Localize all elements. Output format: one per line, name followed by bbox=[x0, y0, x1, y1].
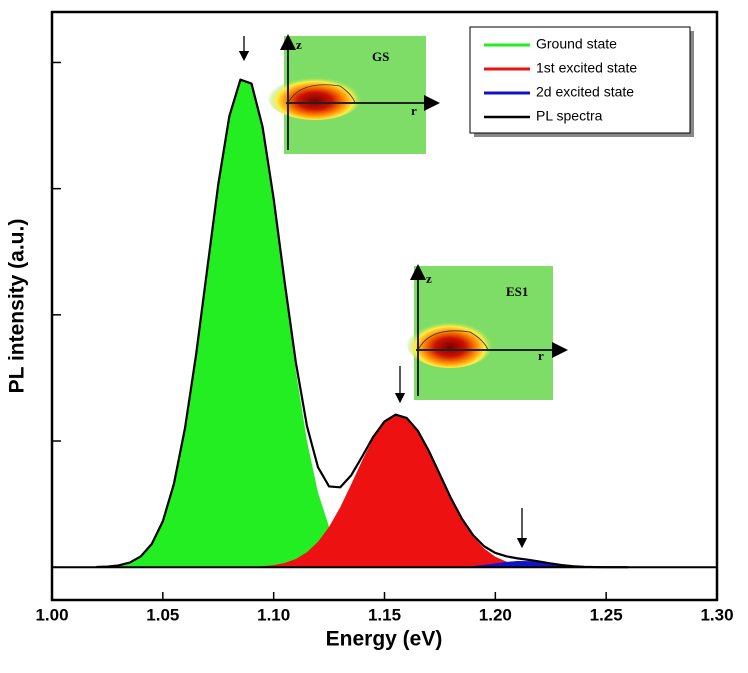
inset-gs: z r GS bbox=[267, 34, 440, 154]
area bbox=[96, 79, 629, 568]
plot-area bbox=[51, 61, 718, 600]
inset-z-label: z bbox=[296, 37, 302, 52]
inset-label: GS bbox=[372, 49, 389, 64]
inset-z-label: z bbox=[426, 271, 432, 286]
inset-r-label: r bbox=[538, 348, 544, 363]
x-tick-label: 1.30 bbox=[700, 605, 733, 624]
x-tick-label: 1.25 bbox=[590, 605, 623, 624]
inset-label: ES1 bbox=[506, 284, 528, 299]
line bbox=[96, 78, 629, 569]
legend-label: 2d excited state bbox=[536, 84, 634, 100]
x-tick-label: 1.00 bbox=[35, 605, 68, 624]
x-tick-label: 1.15 bbox=[368, 605, 401, 624]
inset-es1: z r ES1 bbox=[406, 264, 568, 400]
legend-label: PL spectra bbox=[536, 108, 603, 124]
x-axis-label: Energy (eV) bbox=[326, 628, 443, 651]
area bbox=[96, 561, 629, 568]
frame bbox=[50, 10, 719, 602]
inset-r-label: r bbox=[411, 103, 417, 118]
legend: Ground state 1st excited state 2d excited … bbox=[469, 26, 694, 137]
legend-label: Ground state bbox=[536, 36, 617, 52]
y-axis-label: PL intensity (a.u.) bbox=[6, 219, 29, 394]
x-tick-label: 1.05 bbox=[146, 605, 179, 624]
legend-label: 1st excited state bbox=[536, 60, 637, 76]
area bbox=[96, 414, 629, 568]
x-tick-label: 1.20 bbox=[479, 605, 512, 624]
x-tick-label: 1.10 bbox=[257, 605, 290, 624]
